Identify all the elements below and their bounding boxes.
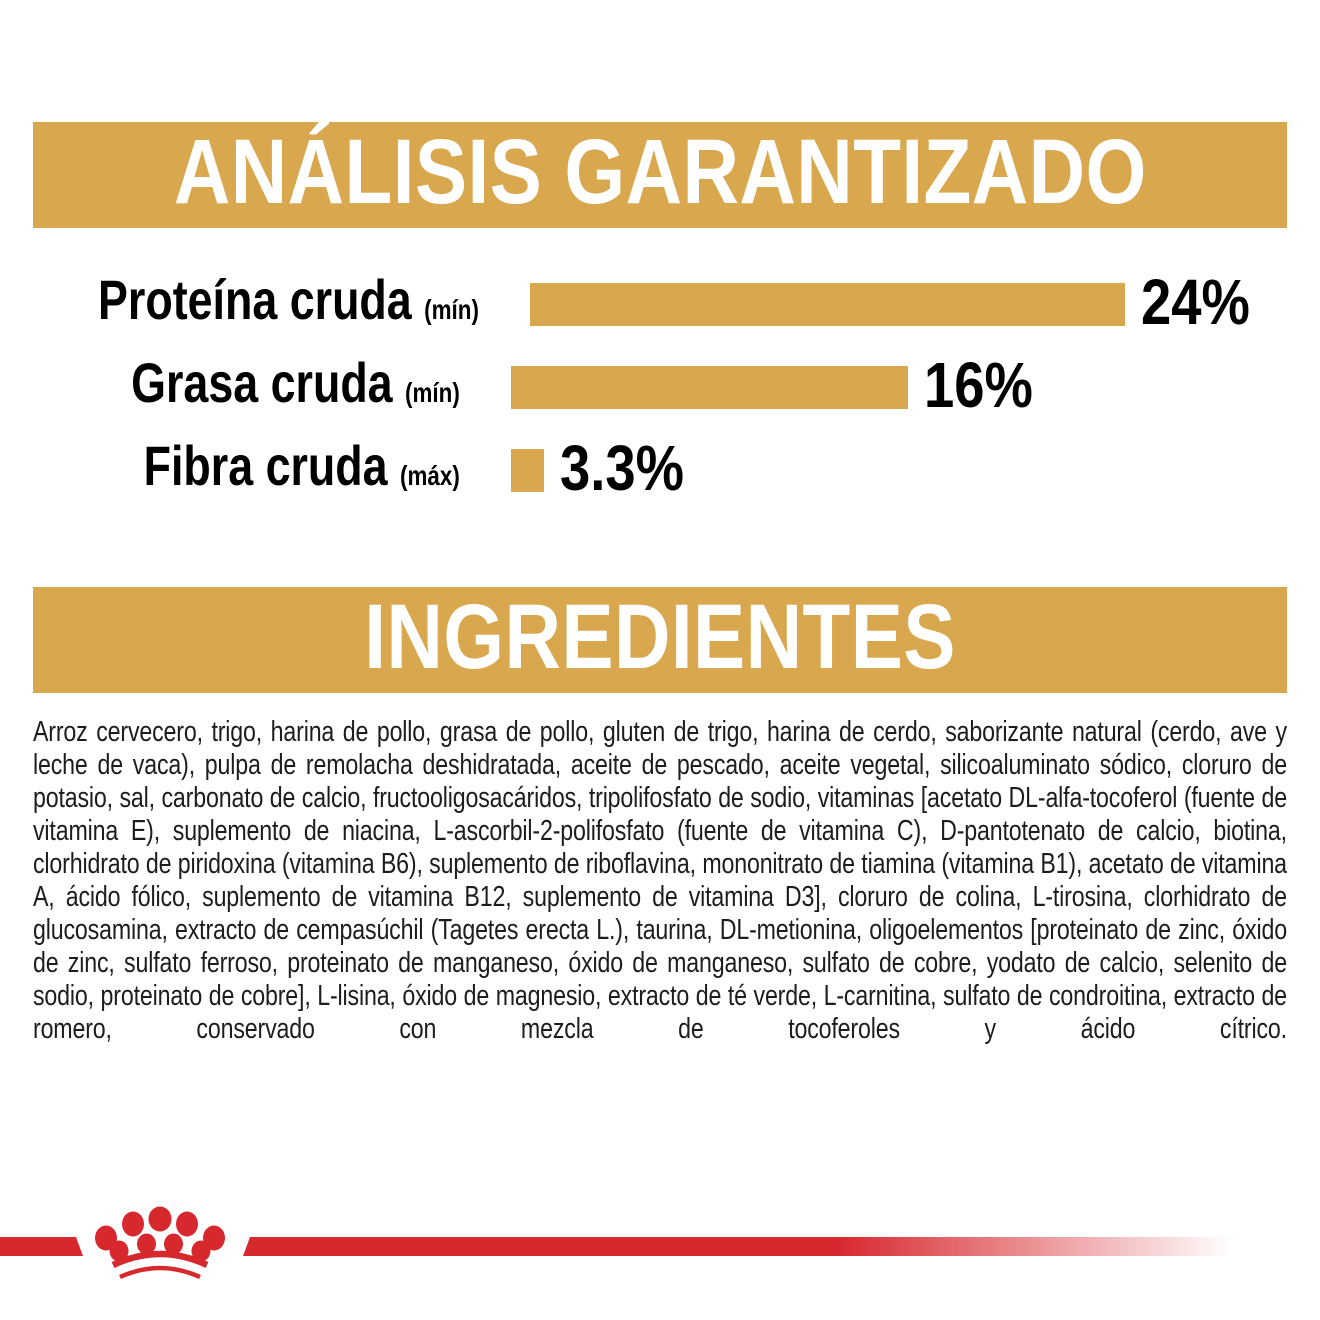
- analysis-row-fat: Grasa cruda (mín) 16%: [0, 349, 1320, 421]
- analysis-row-label: Proteína cruda (mín): [98, 272, 490, 331]
- brand-ribbon-right: [243, 1237, 1233, 1256]
- analysis-row-label: Fibra cruda (máx): [94, 438, 471, 497]
- nutrient-qualifier: (máx): [400, 460, 460, 491]
- analysis-row-label: Grasa cruda (mín): [94, 355, 471, 414]
- value-bar: [511, 449, 544, 492]
- royal-canin-crown-icon: [95, 1206, 225, 1280]
- ingredients-paragraph: Arroz cervecero, trigo, harina de pollo,…: [33, 716, 1287, 1045]
- brand-ribbon-left: [0, 1237, 83, 1256]
- analysis-row-fiber: Fibra cruda (máx) 3.3%: [0, 432, 1320, 504]
- value-bar: [530, 283, 1126, 326]
- analysis-section-banner: ANÁLISIS GARANTIZADO: [33, 122, 1287, 228]
- ingredients-section-title: INGREDIENTES: [364, 586, 956, 688]
- nutrient-qualifier: (mín): [405, 377, 460, 408]
- ingredients-section-banner: INGREDIENTES: [33, 587, 1287, 693]
- nutrient-qualifier: (mín): [424, 294, 479, 325]
- value-label: 3.3%: [560, 432, 684, 504]
- value-bar: [511, 366, 908, 409]
- nutrient-name: Fibra cruda: [143, 434, 388, 497]
- nutrient-name: Proteína cruda: [98, 268, 412, 331]
- analysis-section-title: ANÁLISIS GARANTIZADO: [173, 121, 1147, 223]
- value-label: 16%: [924, 349, 1033, 421]
- nutrient-name: Grasa cruda: [131, 351, 393, 414]
- value-label: 24%: [1141, 266, 1250, 338]
- analysis-row-protein: Proteína cruda (mín) 24%: [0, 266, 1320, 338]
